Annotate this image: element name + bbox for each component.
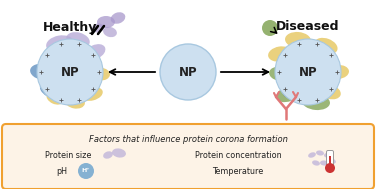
Text: H⁺: H⁺ <box>82 169 90 174</box>
Text: Temperature: Temperature <box>212 167 264 176</box>
Ellipse shape <box>112 148 126 158</box>
Ellipse shape <box>40 82 60 98</box>
Ellipse shape <box>111 12 125 24</box>
Ellipse shape <box>285 32 311 48</box>
Ellipse shape <box>276 86 300 102</box>
Ellipse shape <box>308 152 316 158</box>
Text: Diseased: Diseased <box>276 20 340 33</box>
Ellipse shape <box>97 16 115 28</box>
Ellipse shape <box>302 94 330 110</box>
Ellipse shape <box>268 46 292 62</box>
Ellipse shape <box>314 38 338 54</box>
Ellipse shape <box>324 153 332 158</box>
Circle shape <box>275 39 341 105</box>
Ellipse shape <box>312 160 320 166</box>
Ellipse shape <box>65 95 85 109</box>
Text: Factors that influence protein corona formation: Factors that influence protein corona fo… <box>89 135 287 143</box>
Circle shape <box>325 163 335 173</box>
Circle shape <box>37 39 103 105</box>
Text: Healthy: Healthy <box>43 20 97 33</box>
Ellipse shape <box>81 87 103 101</box>
Ellipse shape <box>92 23 104 33</box>
Circle shape <box>78 163 94 179</box>
Ellipse shape <box>316 150 324 156</box>
Text: NP: NP <box>179 66 197 78</box>
FancyBboxPatch shape <box>2 124 374 189</box>
Ellipse shape <box>328 158 336 164</box>
Ellipse shape <box>327 65 349 79</box>
Ellipse shape <box>90 67 110 81</box>
Ellipse shape <box>85 44 105 60</box>
Bar <box>329 156 331 166</box>
Circle shape <box>262 20 278 36</box>
Text: Protein concentration: Protein concentration <box>195 150 281 160</box>
Ellipse shape <box>269 67 291 81</box>
FancyBboxPatch shape <box>326 150 334 167</box>
Ellipse shape <box>66 32 90 48</box>
Ellipse shape <box>46 35 74 53</box>
Text: pH: pH <box>56 167 68 176</box>
Text: NP: NP <box>61 66 79 78</box>
Ellipse shape <box>320 160 328 166</box>
Text: Protein size: Protein size <box>45 150 91 160</box>
Ellipse shape <box>103 27 117 37</box>
Ellipse shape <box>30 64 56 80</box>
Ellipse shape <box>282 81 310 99</box>
Ellipse shape <box>47 91 64 105</box>
Ellipse shape <box>103 151 113 159</box>
Ellipse shape <box>319 85 341 99</box>
Circle shape <box>160 44 216 100</box>
Text: NP: NP <box>299 66 317 78</box>
